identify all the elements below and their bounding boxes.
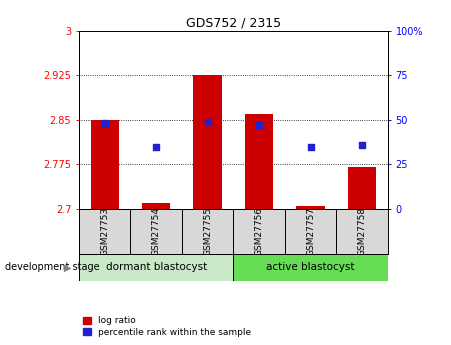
Bar — [234, 254, 388, 281]
Title: GDS752 / 2315: GDS752 / 2315 — [186, 17, 281, 30]
Point — [204, 119, 211, 125]
Bar — [79, 209, 130, 254]
Bar — [79, 254, 234, 281]
Text: GSM27754: GSM27754 — [152, 207, 161, 256]
Legend: log ratio, percentile rank within the sample: log ratio, percentile rank within the sa… — [83, 316, 251, 337]
Text: development stage: development stage — [5, 263, 99, 272]
Bar — [91, 120, 119, 209]
Text: dormant blastocyst: dormant blastocyst — [106, 263, 207, 272]
Bar — [142, 203, 170, 209]
Bar — [348, 167, 376, 209]
Point — [152, 144, 160, 149]
Text: active blastocyst: active blastocyst — [267, 263, 355, 272]
Bar — [234, 209, 285, 254]
Bar — [193, 76, 222, 209]
Point — [307, 144, 314, 149]
Bar — [182, 209, 234, 254]
Bar — [245, 114, 273, 209]
Bar — [336, 209, 388, 254]
Bar — [130, 209, 182, 254]
Text: GSM27753: GSM27753 — [100, 207, 109, 256]
Point — [359, 142, 366, 148]
Text: ▶: ▶ — [64, 263, 71, 272]
Point — [256, 122, 263, 128]
Text: GSM27755: GSM27755 — [203, 207, 212, 256]
Point — [101, 121, 108, 126]
Bar — [296, 206, 325, 209]
Text: GSM27758: GSM27758 — [358, 207, 367, 256]
Bar — [285, 209, 336, 254]
Text: GSM27757: GSM27757 — [306, 207, 315, 256]
Text: GSM27756: GSM27756 — [255, 207, 264, 256]
